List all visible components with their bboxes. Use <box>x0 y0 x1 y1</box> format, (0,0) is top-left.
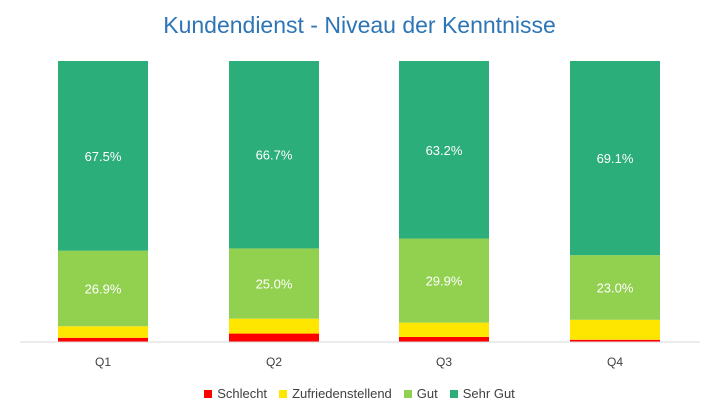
bar-q3-zufriedenstellend <box>399 322 489 337</box>
data-label-q4-sehr-gut: 69.1% <box>597 151 634 166</box>
bar-q4-schlecht <box>570 339 660 342</box>
bar-q3-gut <box>399 238 489 323</box>
data-label-q2-sehr-gut: 66.7% <box>256 148 293 163</box>
bar-q2-schlecht <box>229 333 319 342</box>
legend-item: Schlecht <box>204 386 267 401</box>
bar-q2-sehr-gut <box>229 61 319 249</box>
bars-group: 26.9% 67.5% 25.0% 66.7% 29.9% 63.2% 23.0% 69.1% <box>58 61 660 342</box>
data-label-q1-gut: 26.9% <box>85 281 122 296</box>
bar-q1-zufriedenstellend <box>58 326 148 338</box>
legend-label: Gut <box>416 386 438 401</box>
data-label-q4-gut: 23.0% <box>597 280 634 295</box>
legend-swatch <box>204 389 213 398</box>
bar-q1-sehr-gut <box>58 61 148 251</box>
legend-swatch <box>279 389 288 398</box>
bar-q3-sehr-gut <box>399 61 489 239</box>
chart-title: Kundendienst - Niveau der Kenntnisse <box>163 12 556 38</box>
data-label-q3-sehr-gut: 63.2% <box>426 143 463 158</box>
legend-swatch <box>449 389 458 398</box>
x-tick-label: Q3 <box>436 355 452 369</box>
bar-q4-gut <box>570 255 660 320</box>
bar-q2-zufriedenstellend <box>229 318 319 334</box>
bar-q2-gut <box>229 248 319 319</box>
bar-q4-sehr-gut <box>570 61 660 256</box>
legend-item: Sehr Gut <box>449 386 515 401</box>
legend: Schlecht Zufriedenstellend Gut Sehr Gut <box>0 386 719 401</box>
x-tick-label: Q1 <box>95 355 111 369</box>
data-label-q1-sehr-gut: 67.5% <box>85 149 122 164</box>
bar-q4-zufriedenstellend <box>570 319 660 340</box>
legend-item: Zufriedenstellend <box>279 386 392 401</box>
x-tick-label: Q2 <box>266 355 282 369</box>
data-label-q2-gut: 25.0% <box>256 277 293 292</box>
legend-item: Gut <box>403 386 438 401</box>
bar-q1-schlecht <box>58 337 148 342</box>
data-label-q3-gut: 29.9% <box>426 274 463 289</box>
legend-swatch <box>403 389 412 398</box>
bar-q1-gut <box>58 250 148 327</box>
legend-label: Zufriedenstellend <box>292 386 392 401</box>
x-ticks-group: Q1 Q2 Q3 Q4 <box>95 355 623 369</box>
legend-label: Schlecht <box>217 386 268 401</box>
bar-q3-schlecht <box>399 336 489 342</box>
x-tick-label: Q4 <box>607 355 623 369</box>
legend-label: Sehr Gut <box>462 386 515 401</box>
